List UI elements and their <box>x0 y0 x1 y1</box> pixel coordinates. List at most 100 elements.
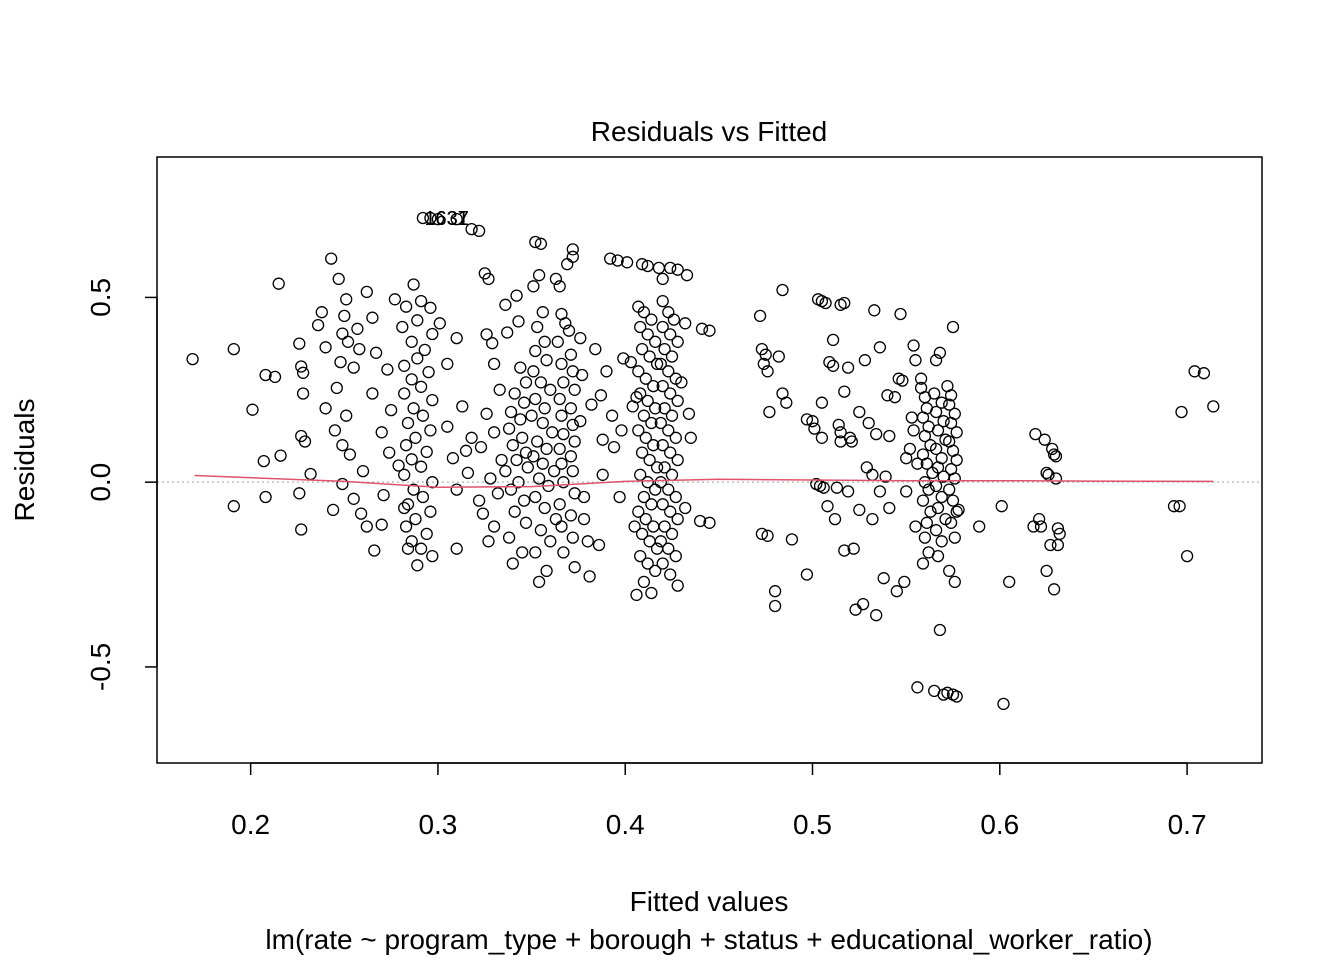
data-point <box>1047 583 1061 596</box>
data-point <box>491 487 505 500</box>
data-point <box>1046 442 1059 456</box>
data-point <box>399 439 413 452</box>
data-point <box>656 294 669 308</box>
data-point <box>293 337 306 350</box>
data-point <box>948 531 961 544</box>
data-point <box>952 503 965 517</box>
data-point <box>834 426 847 439</box>
data-point <box>529 392 542 406</box>
data-point <box>398 501 411 515</box>
data-point <box>581 535 594 548</box>
data-point <box>918 429 932 443</box>
data-point <box>645 586 658 600</box>
data-point <box>639 372 652 385</box>
data-point <box>508 387 521 400</box>
data-point <box>658 461 671 474</box>
data-point <box>332 272 345 286</box>
data-point <box>401 498 415 511</box>
data-point <box>929 442 943 456</box>
data-point <box>671 335 684 348</box>
data-point <box>420 445 433 459</box>
data-point <box>679 317 692 330</box>
data-point <box>997 697 1010 711</box>
data-point <box>1044 538 1057 552</box>
data-point <box>656 272 669 286</box>
data-point <box>909 520 922 533</box>
data-point <box>424 301 437 314</box>
data-point <box>366 387 379 400</box>
data-point <box>577 512 591 526</box>
data-point <box>319 341 332 354</box>
data-point <box>534 237 548 250</box>
data-point <box>336 477 349 491</box>
data-point <box>905 411 918 424</box>
x-axis-title: Fitted values <box>630 886 789 917</box>
data-point <box>647 379 660 393</box>
data-point <box>639 512 652 526</box>
data-point <box>703 516 716 529</box>
data-point <box>405 335 418 348</box>
data-point <box>931 424 945 437</box>
data-point <box>881 389 894 402</box>
data-point <box>684 431 697 444</box>
data-point <box>538 335 551 348</box>
data-point <box>911 457 924 470</box>
data-point <box>935 490 948 504</box>
data-point <box>654 535 667 548</box>
data-point <box>950 505 963 518</box>
data-point <box>665 527 679 541</box>
data-point <box>416 490 430 504</box>
data-point <box>356 464 370 478</box>
data-point <box>635 342 649 356</box>
data-point <box>381 363 394 376</box>
data-point <box>592 538 606 552</box>
data-point <box>516 546 529 559</box>
data-point <box>538 501 551 515</box>
data-point <box>943 398 956 411</box>
data-point <box>838 296 851 310</box>
data-point <box>753 309 767 323</box>
data-point <box>340 409 353 422</box>
data-point <box>577 490 591 504</box>
data-point <box>650 357 664 371</box>
data-point <box>944 516 958 529</box>
data-point <box>948 575 961 589</box>
data-point <box>658 342 671 356</box>
data-point <box>909 354 922 367</box>
data-point <box>338 309 351 323</box>
data-point <box>502 531 516 544</box>
data-point <box>398 387 411 400</box>
data-point <box>656 379 669 393</box>
data-point <box>635 527 649 541</box>
data-point <box>667 313 681 326</box>
data-point <box>566 250 579 263</box>
data-point <box>856 597 870 611</box>
data-point <box>821 500 834 513</box>
data-point <box>654 416 667 430</box>
x-tick-label: 0.7 <box>1168 809 1207 840</box>
data-point <box>634 320 647 334</box>
data-point <box>557 546 570 559</box>
data-point <box>858 354 872 367</box>
x-tick-label: 0.3 <box>418 809 457 840</box>
data-point <box>405 373 418 386</box>
data-point <box>465 222 478 236</box>
data-point <box>924 505 937 518</box>
data-point <box>304 467 317 481</box>
data-point <box>800 568 814 581</box>
data-point <box>1047 448 1061 461</box>
data-point <box>641 328 654 341</box>
data-point <box>366 311 379 324</box>
data-point <box>1173 500 1186 513</box>
data-point <box>849 603 862 616</box>
data-point <box>566 531 579 544</box>
data-point <box>656 557 669 570</box>
data-point <box>944 416 958 430</box>
data-point <box>907 339 920 352</box>
data-point <box>916 557 930 570</box>
data-point <box>935 535 948 548</box>
y-tick-label: 0.0 <box>85 463 116 502</box>
data-point <box>883 501 896 515</box>
data-point <box>347 361 360 374</box>
